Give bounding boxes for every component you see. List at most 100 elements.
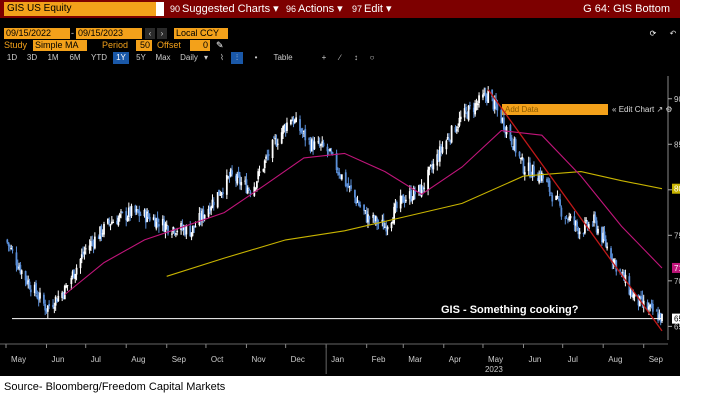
price-bar-body bbox=[348, 186, 351, 188]
price-bar-body bbox=[295, 117, 298, 123]
price-bar-body bbox=[257, 171, 260, 180]
price-bar-body bbox=[513, 138, 516, 150]
price-bar-body bbox=[127, 207, 130, 217]
price-bar-body bbox=[97, 236, 100, 239]
currency-field[interactable]: Local CCY bbox=[174, 28, 228, 39]
refresh-icon[interactable]: ⟳ bbox=[646, 28, 660, 39]
price-bar-body bbox=[39, 292, 41, 299]
period-ytd[interactable]: YTD bbox=[91, 53, 107, 62]
ticker-text: GIS US Equity bbox=[7, 3, 72, 14]
price-bar-body bbox=[542, 173, 544, 179]
price-bar-body bbox=[510, 137, 513, 145]
date-from-field[interactable]: 09/15/2022 bbox=[4, 28, 70, 39]
price-bar-body bbox=[483, 93, 486, 95]
table-button[interactable]: Table bbox=[273, 53, 293, 62]
period-6m[interactable]: 6M bbox=[69, 53, 81, 62]
line-chart-icon[interactable]: ⌇ bbox=[220, 53, 224, 62]
price-bar-body bbox=[88, 245, 91, 251]
price-bar-body bbox=[245, 179, 248, 194]
price-bar-body bbox=[395, 202, 398, 209]
dropdown-icon: ▾ bbox=[273, 3, 279, 15]
price-bar-body bbox=[454, 127, 457, 133]
price-bar-body bbox=[282, 126, 284, 134]
price-bar-body bbox=[597, 228, 599, 234]
last-value-label: 80.1188 bbox=[674, 185, 680, 194]
period-input[interactable]: 50 bbox=[136, 40, 152, 51]
price-bar-body bbox=[631, 289, 633, 297]
price-bar-body bbox=[216, 192, 219, 208]
price-bar-body bbox=[310, 139, 313, 151]
price-bar-body bbox=[646, 302, 649, 310]
price-bar-body bbox=[283, 125, 286, 129]
ticker-field[interactable]: GIS US Equity bbox=[4, 2, 164, 16]
price-bar-body bbox=[564, 217, 567, 219]
price-bar-body bbox=[154, 217, 156, 227]
menu-actions[interactable]: 96 Actions ▾ bbox=[286, 2, 343, 16]
dropdown-icon[interactable]: ▾ bbox=[203, 53, 208, 62]
more-icon[interactable]: • bbox=[254, 53, 258, 62]
move-icon[interactable]: ↕ bbox=[354, 53, 358, 62]
date-separator: - bbox=[71, 28, 74, 38]
crosshair-icon[interactable]: + bbox=[321, 53, 327, 62]
price-bar-body bbox=[414, 190, 416, 195]
price-bar-body bbox=[335, 153, 338, 171]
price-bar-body bbox=[421, 186, 424, 191]
price-bar-body bbox=[225, 175, 228, 195]
draw-icon[interactable]: ∕ bbox=[339, 53, 341, 62]
offset-label: Offset bbox=[157, 40, 181, 50]
offset-input[interactable]: 0 bbox=[190, 40, 210, 51]
price-bar-body bbox=[199, 213, 202, 221]
menu-edit[interactable]: 97 Edit ▾ bbox=[352, 2, 392, 16]
back-icon[interactable]: ↶ bbox=[668, 28, 678, 39]
frequency-select[interactable]: Daily bbox=[180, 53, 198, 62]
price-bar-body bbox=[385, 226, 388, 232]
price-bar-body bbox=[321, 141, 324, 145]
menu-suggested-charts[interactable]: 90 Suggested Charts ▾ bbox=[170, 2, 279, 16]
period-1y[interactable]: 1Y bbox=[113, 52, 129, 64]
candle-icon[interactable]: ⫶ bbox=[231, 52, 243, 64]
price-bar-body bbox=[446, 137, 449, 140]
price-bar-body bbox=[463, 108, 466, 118]
price-bar-body bbox=[340, 174, 343, 180]
period-3d[interactable]: 3D bbox=[26, 53, 38, 62]
price-bar-body bbox=[116, 220, 118, 225]
price-bar-body bbox=[633, 292, 636, 297]
next-icon[interactable]: › bbox=[157, 28, 167, 39]
price-bar-body bbox=[337, 172, 339, 174]
last-value-box bbox=[672, 183, 680, 194]
price-bar-body bbox=[27, 280, 30, 285]
price-bar-body bbox=[576, 221, 578, 227]
price-bar-body bbox=[146, 211, 149, 222]
price-bar-body bbox=[286, 122, 288, 131]
price-bar-body bbox=[126, 217, 129, 221]
study-select[interactable]: Simple MA bbox=[33, 40, 87, 51]
zoom-icon[interactable]: ○ bbox=[369, 53, 375, 62]
price-bar-body bbox=[155, 218, 158, 229]
price-bar-body bbox=[505, 126, 508, 135]
edit-chart-button[interactable]: « Edit Chart ↗ ⚙ bbox=[612, 104, 673, 116]
price-bar-body bbox=[130, 205, 133, 216]
menu-label: Edit bbox=[364, 3, 383, 15]
menu-num: 90 bbox=[170, 4, 181, 14]
prev-icon[interactable]: ‹ bbox=[145, 28, 155, 39]
add-data-input[interactable]: Add Data bbox=[502, 104, 608, 115]
price-bar-body bbox=[129, 207, 132, 217]
price-bar-body bbox=[501, 118, 504, 122]
period-5y[interactable]: 5Y bbox=[136, 53, 146, 62]
price-bar-body bbox=[309, 140, 312, 152]
price-bar-body bbox=[586, 221, 589, 228]
price-bar-body bbox=[284, 125, 287, 131]
price-bar-body bbox=[83, 251, 86, 254]
period-max[interactable]: Max bbox=[155, 53, 171, 62]
price-bar-body bbox=[203, 214, 206, 219]
price-bar-body bbox=[491, 89, 494, 98]
period-1d[interactable]: 1D bbox=[6, 53, 18, 62]
pencil-icon[interactable]: ✎ bbox=[216, 40, 224, 50]
period-1m[interactable]: 1M bbox=[47, 53, 59, 62]
price-bar-body bbox=[604, 239, 607, 247]
y-tick-label: 70 bbox=[674, 277, 680, 286]
date-to-field[interactable]: 09/15/2023 bbox=[76, 28, 142, 39]
price-bar-body bbox=[80, 254, 83, 259]
x-tick-label: Mar bbox=[408, 355, 422, 364]
price-bar-body bbox=[659, 313, 662, 323]
